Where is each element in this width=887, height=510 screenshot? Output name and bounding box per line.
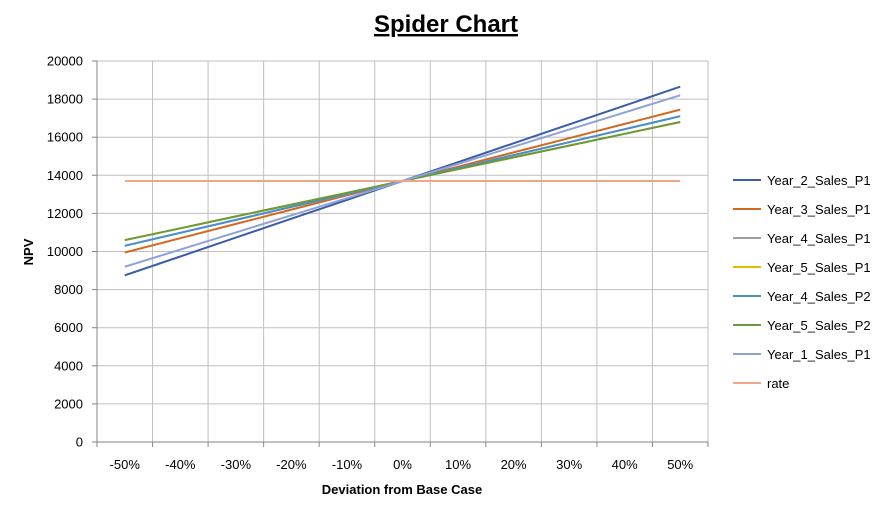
legend-label: Year_4_Sales_P2 <box>767 289 871 304</box>
legend-label: rate <box>767 376 789 391</box>
y-tick-label: 4000 <box>54 358 83 373</box>
legend-label: Year_5_Sales_P2 <box>767 318 871 333</box>
x-tick-label: -30% <box>221 457 252 472</box>
grid <box>96 60 709 442</box>
x-tick-label: 10% <box>445 457 471 472</box>
x-tick-label: -50% <box>110 457 141 472</box>
y-tick-label: 6000 <box>54 320 83 335</box>
y-tick-label: 16000 <box>47 130 83 145</box>
y-tick-label: 2000 <box>54 396 83 411</box>
y-tick-label: 0 <box>76 435 83 450</box>
legend: Year_2_Sales_P1 Year_3_Sales_P1 Year_4_Sal… <box>733 173 871 391</box>
y-tick-label: 10000 <box>47 244 83 259</box>
x-tick-label: 30% <box>556 457 582 472</box>
y-tick-label: 12000 <box>47 206 83 221</box>
x-tick-label: -20% <box>276 457 307 472</box>
x-tick-label: 40% <box>612 457 638 472</box>
x-tick-label: 0% <box>393 457 412 472</box>
y-tick-label: 8000 <box>54 282 83 297</box>
legend-label: Year_2_Sales_P1 <box>767 173 871 188</box>
x-tick-label: -10% <box>332 457 363 472</box>
legend-label: Year_1_Sales_P1 <box>767 347 871 362</box>
y-tick-label: 20000 <box>47 54 83 69</box>
y-axis-label: NPV <box>21 238 36 265</box>
y-tick-label: 18000 <box>47 92 83 107</box>
axes: 0 2000 4000 6000 8000 10000 12000 14000 16000 180… <box>47 54 709 472</box>
legend-label: Year_5_Sales_P1 <box>767 260 871 275</box>
legend-label: Year_4_Sales_P1 <box>767 231 871 246</box>
legend-label: Year_3_Sales_P1 <box>767 202 871 217</box>
series-lines <box>124 85 681 277</box>
x-axis-label: Deviation from Base Case <box>322 482 482 497</box>
chart-title: Spider Chart <box>374 11 518 38</box>
x-tick-label: -40% <box>165 457 196 472</box>
x-tick-label: 20% <box>501 457 527 472</box>
y-tick-label: 14000 <box>47 168 83 183</box>
x-tick-label: 50% <box>667 457 693 472</box>
